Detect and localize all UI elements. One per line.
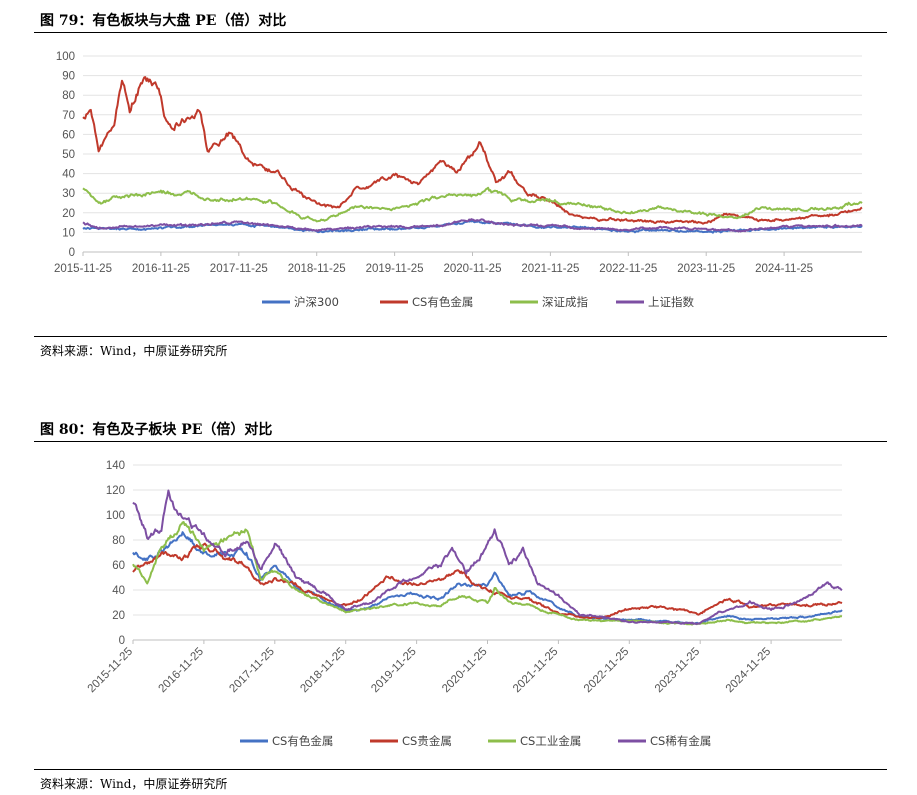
x-tick-label: 2024-11-25 <box>755 263 813 275</box>
series-line-3 <box>132 521 843 626</box>
series-line-4 <box>82 218 863 233</box>
legend-label: 沪深300 <box>294 295 339 309</box>
y-tick-label: 30 <box>62 188 75 200</box>
x-tick-label: 2021-11-25 <box>511 646 560 695</box>
series-line-3 <box>82 186 863 223</box>
series-line-1 <box>132 531 843 625</box>
y-tick-label: 40 <box>112 585 125 597</box>
legend-label: CS有色金属 <box>412 295 473 309</box>
legend-label: CS有色金属 <box>272 734 333 748</box>
x-tick-label: 2022-11-25 <box>582 646 631 695</box>
x-tick-label: 2024-11-25 <box>724 646 773 695</box>
x-tick-label: 2023-11-25 <box>677 263 735 275</box>
legend-label: CS工业金属 <box>520 734 581 748</box>
legend-label: 深证成指 <box>542 295 588 309</box>
y-tick-label: 0 <box>69 247 75 259</box>
x-tick-label: 2015-11-25 <box>86 646 135 695</box>
x-tick-label: 2019-11-25 <box>369 646 418 695</box>
x-tick-label: 2018-11-25 <box>288 263 346 275</box>
figure-79-top-rule <box>34 32 887 33</box>
x-tick-label: 2016-11-25 <box>132 263 190 275</box>
x-tick-label: 2016-11-25 <box>157 646 206 695</box>
series-line-2 <box>82 76 863 225</box>
figure-79-title: 图 79：有色板块与大盘 PE（倍）对比 <box>40 13 287 29</box>
series-line-4 <box>132 489 843 626</box>
chart-figure-79: 0 10 20 30 40 50 60 70 80 90 100 2015-11-25 2016-11-… <box>54 51 863 309</box>
y-tick-label: 90 <box>62 71 75 83</box>
y-tick-label: 100 <box>56 51 75 63</box>
figure-80-source: 资料来源：Wind，中原证券研究所 <box>40 777 228 791</box>
x-tick-label: 2022-11-25 <box>599 263 657 275</box>
figure-80-title: 图 80：有色及子板块 PE（倍）对比 <box>40 422 273 438</box>
chart-figure-80: 0 20 40 60 80 100 120 140 2015-11-25 2016-11-25 20… <box>86 460 843 748</box>
y-tick-label: 70 <box>62 110 75 122</box>
y-tick-label: 140 <box>106 460 125 472</box>
x-tick-label: 2017-11-25 <box>227 646 276 695</box>
y-tick-label: 50 <box>62 149 75 161</box>
legend-label: 上证指数 <box>648 295 694 309</box>
series-line-2 <box>132 542 843 620</box>
x-tick-label: 2021-11-25 <box>521 263 579 275</box>
y-tick-label: 120 <box>106 485 125 497</box>
figure-80-bottom-rule <box>34 769 887 770</box>
legend-label: CS稀有金属 <box>650 734 711 748</box>
figure-80-top-rule <box>34 441 887 442</box>
figure-79-bottom-rule <box>34 336 887 337</box>
y-tick-label: 80 <box>62 90 75 102</box>
x-tick-label: 2020-11-25 <box>444 263 502 275</box>
figure-79-source: 资料来源：Wind，中原证券研究所 <box>40 344 228 358</box>
x-tick-label: 2018-11-25 <box>298 646 347 695</box>
y-tick-label: 60 <box>112 560 125 572</box>
y-tick-label: 0 <box>119 635 125 647</box>
x-tick-label: 2017-11-25 <box>210 263 268 275</box>
y-tick-label: 20 <box>112 610 125 622</box>
x-tick-label: 2019-11-25 <box>366 263 424 275</box>
y-tick-label: 100 <box>106 510 125 522</box>
x-tick-label: 2015-11-25 <box>54 263 112 275</box>
y-tick-label: 60 <box>62 129 75 141</box>
legend-label: CS贵金属 <box>402 734 452 748</box>
y-tick-label: 20 <box>62 208 75 220</box>
y-tick-label: 80 <box>112 535 125 547</box>
y-tick-label: 10 <box>62 227 75 239</box>
x-tick-label: 2020-11-25 <box>440 646 489 695</box>
y-tick-label: 40 <box>62 169 75 181</box>
x-tick-label: 2023-11-25 <box>653 646 702 695</box>
